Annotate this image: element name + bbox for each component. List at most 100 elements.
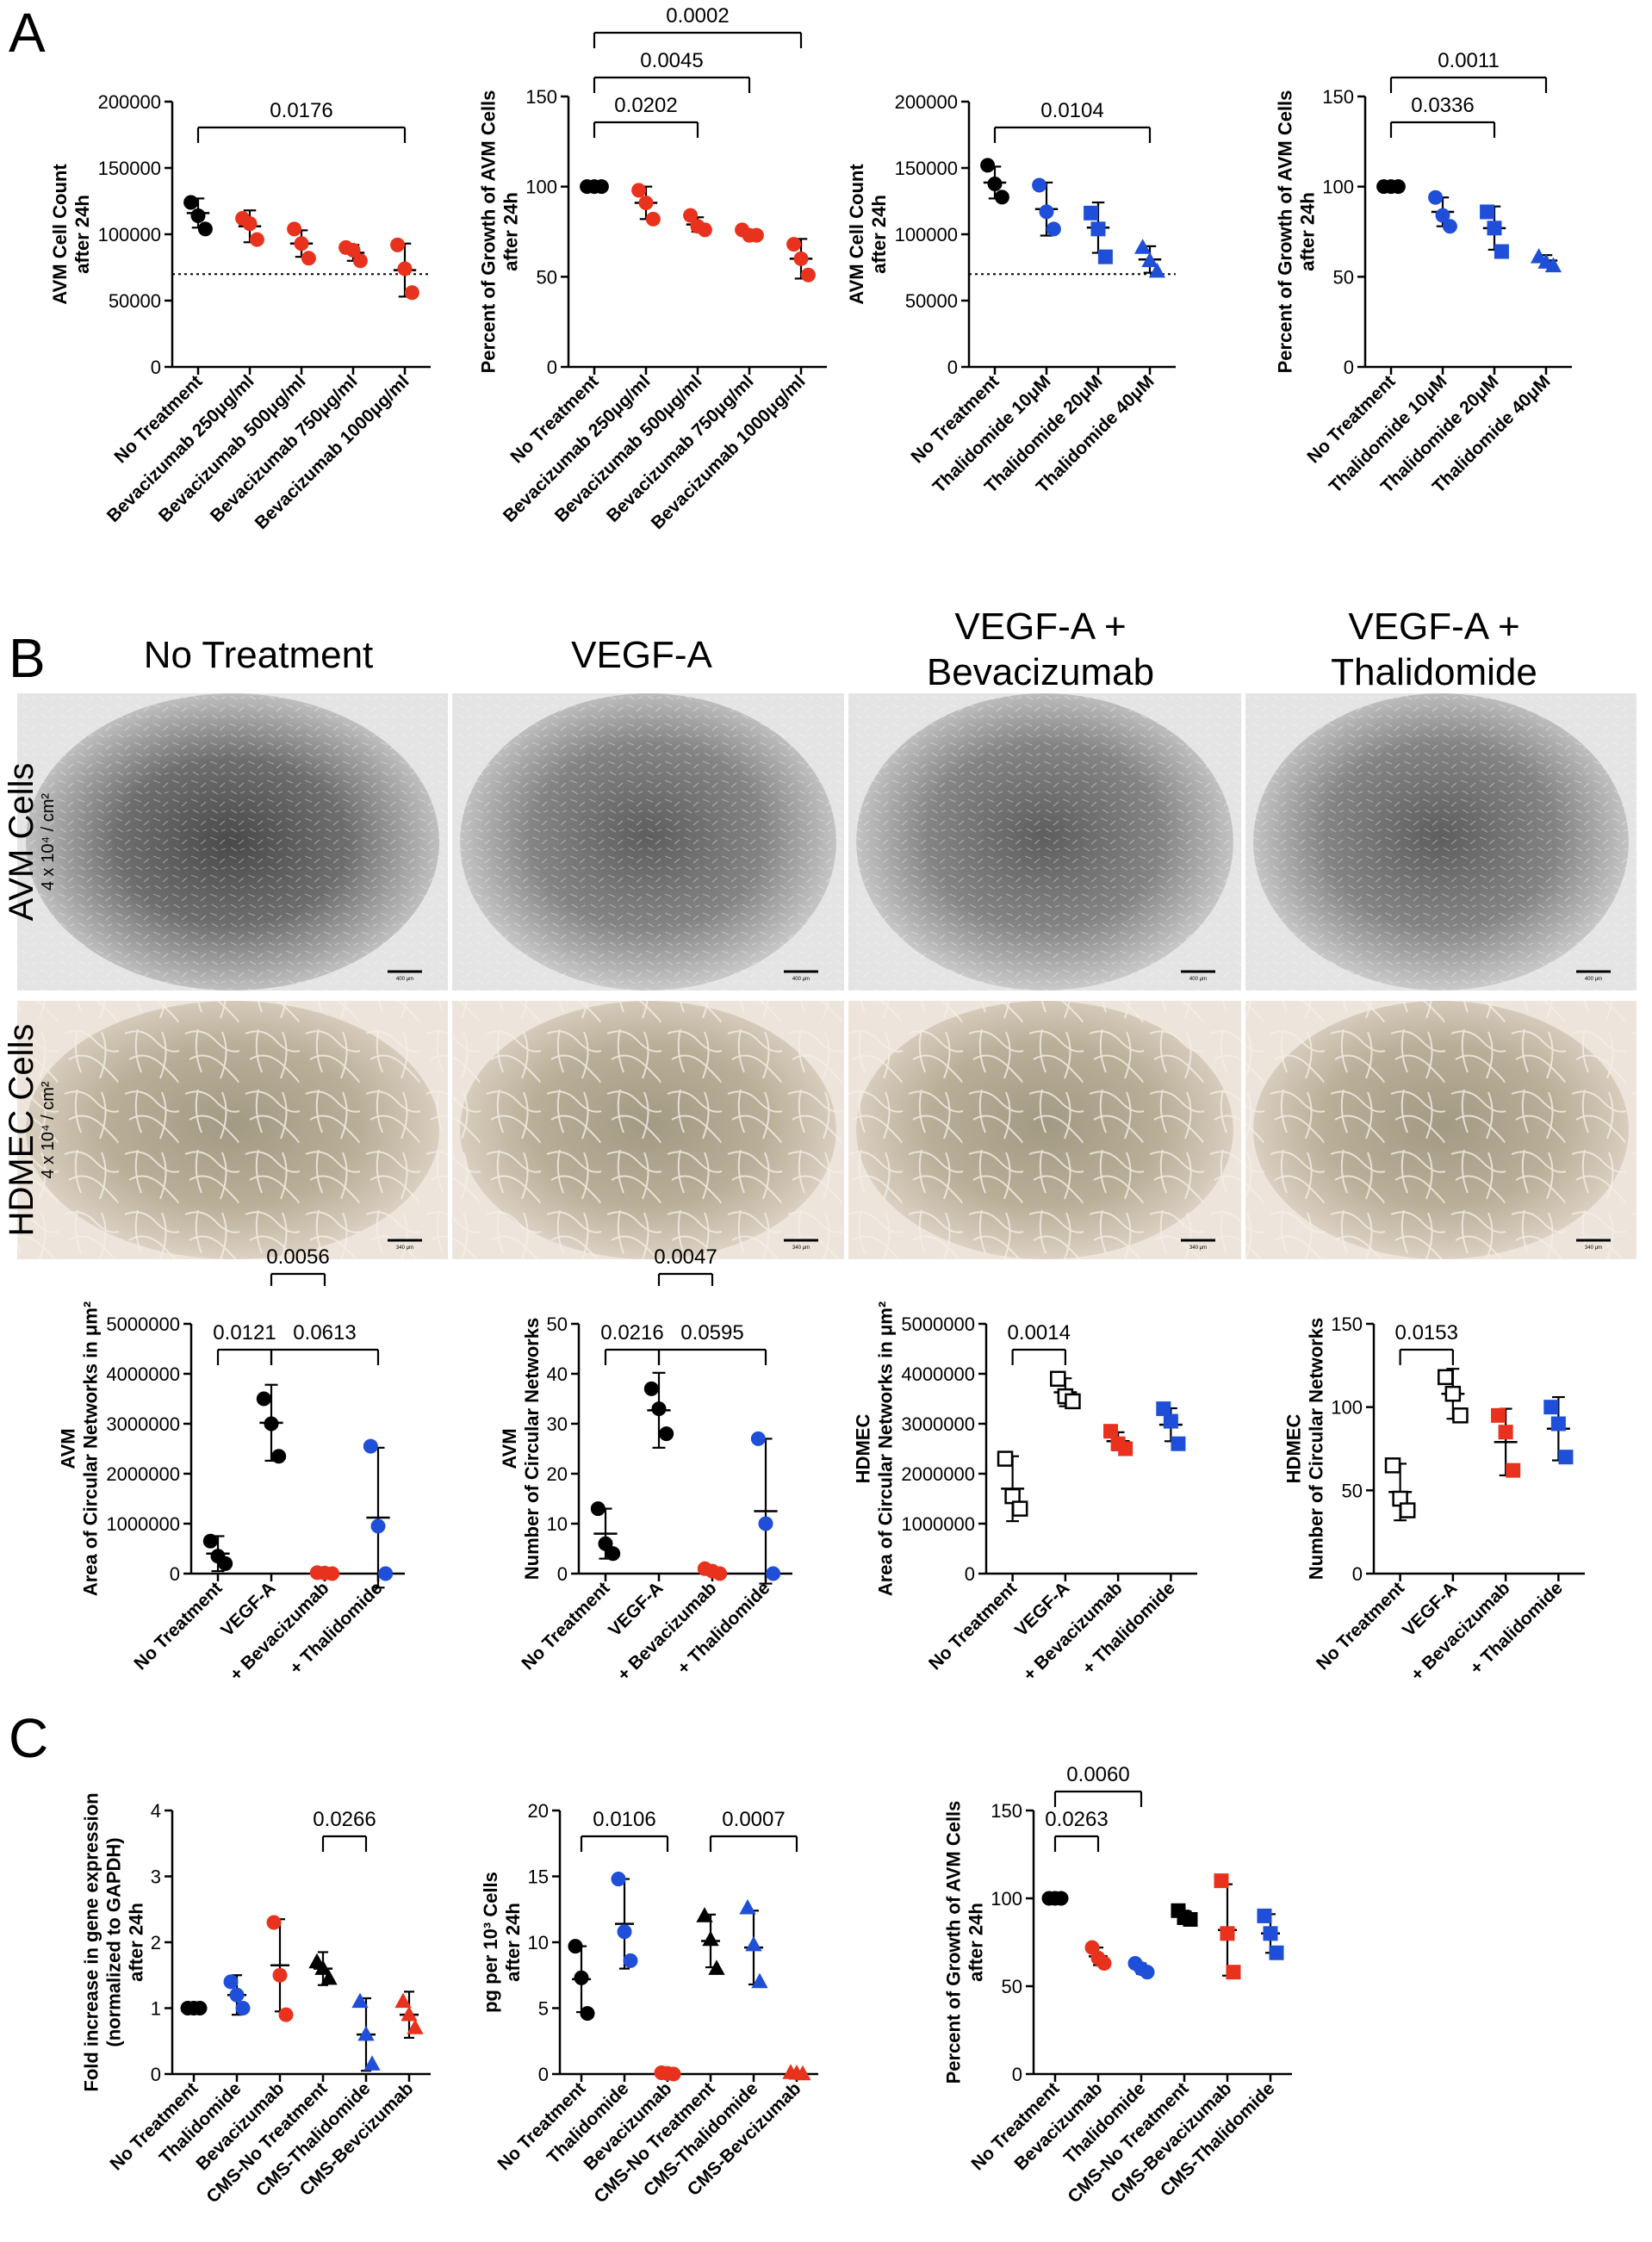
p-value-label: 0.0002: [666, 4, 729, 28]
column-title: Bevacizumab: [927, 651, 1154, 693]
y-axis-label: after 24h: [126, 1903, 147, 1982]
y-axis-label: after 24h: [1297, 192, 1319, 271]
y-tick-label: 0: [1012, 2064, 1022, 2085]
data-point: [800, 267, 816, 283]
y-tick-label: 0: [151, 2064, 161, 2085]
data-point: [1118, 1441, 1133, 1456]
data-point: [631, 183, 647, 198]
y-axis-label: Number of Circular Networks: [1306, 1318, 1327, 1580]
y-tick-label: 50: [1342, 1480, 1363, 1501]
data-point: [1046, 221, 1061, 237]
data-point: [766, 1566, 781, 1581]
y-tick-label: 0: [170, 1563, 180, 1585]
data-point: [1498, 1425, 1513, 1440]
data-point: [1090, 221, 1106, 237]
data-point: [197, 221, 213, 237]
y-tick-label: 50: [547, 1314, 568, 1335]
data-point: [1097, 249, 1113, 264]
data-point: [272, 1967, 288, 1983]
data-point: [1065, 1393, 1081, 1410]
y-tick-label: 15: [528, 1866, 549, 1888]
y-axis-label: Percent of Growth of AVM Cells: [1275, 90, 1296, 374]
y-tick-label: 4000000: [106, 1363, 180, 1385]
data-point: [370, 1518, 386, 1534]
y-tick-label: 3: [151, 1866, 161, 1888]
y-tick-label: 1: [151, 1998, 161, 2020]
data-point: [708, 1959, 725, 1975]
data-point: [314, 1959, 332, 1975]
panel-letter-a: A: [9, 2, 46, 64]
data-point: [256, 1391, 271, 1407]
y-axis-label: Area of Circular Networks in μm²: [80, 1301, 102, 1596]
p-value-label: 0.0060: [1066, 1763, 1129, 1786]
data-point: [1053, 1891, 1069, 1906]
data-point: [645, 211, 661, 227]
data-point: [1444, 1385, 1462, 1402]
micrograph-texture: [17, 1001, 448, 1259]
data-point: [1039, 204, 1054, 220]
y-tick-label: 0: [538, 2064, 549, 2085]
y-tick-label: 0: [557, 1563, 568, 1585]
data-point: [378, 1566, 394, 1581]
x-tick-label: No Treatment: [1313, 1578, 1408, 1674]
data-point: [987, 176, 1003, 191]
data-point: [1141, 252, 1158, 268]
y-axis-label: AVM Cell Count: [49, 164, 71, 305]
y-tick-label: 4000000: [901, 1363, 975, 1385]
data-point: [183, 195, 199, 210]
data-point: [192, 2001, 208, 2015]
data-point: [574, 1970, 589, 1985]
data-point: [1452, 1407, 1469, 1424]
data-point: [751, 1972, 768, 1989]
data-point: [1148, 262, 1166, 278]
y-axis-label: AVM Cell Count: [846, 164, 867, 305]
data-point: [786, 237, 802, 252]
data-point: [1163, 1413, 1178, 1429]
data-point: [1140, 1965, 1155, 1980]
y-axis-label: Percent of Growth of AVM Cells: [478, 90, 500, 374]
data-point: [748, 227, 764, 243]
chart-b3: 0 1000000 2000000 3000000 4000000 5000000 HDME…: [853, 1301, 1197, 1685]
data-point: [345, 242, 361, 258]
y-axis-label: (normalized to GAPDH): [103, 1837, 125, 2046]
chart-a3: 0 50000 100000 150000 200000 AVM Cell Count af…: [846, 91, 1176, 497]
y-tick-label: 150: [1322, 86, 1354, 108]
data-point: [249, 232, 264, 247]
y-tick-label: 0: [151, 357, 161, 378]
row-sublabel: 4 x 10⁴ / cm²: [39, 793, 58, 891]
chart-c1: 0 1 2 3 4 Fold increase in gene expression (no…: [81, 1792, 431, 2207]
y-tick-label: 0: [547, 357, 557, 378]
panel-letter-b: B: [9, 627, 46, 689]
column-title: VEGF-A +: [954, 606, 1126, 648]
x-tick-label: No Treatment: [110, 371, 206, 467]
p-value-label: 0.0106: [593, 1808, 655, 1831]
column-title: Thalidomide: [1331, 651, 1537, 693]
y-tick-label: 50000: [109, 290, 161, 312]
x-tick-label: No Treatment: [518, 1578, 613, 1674]
data-point: [223, 1974, 239, 1990]
data-point: [1438, 1369, 1454, 1386]
data-point: [1494, 244, 1509, 259]
y-tick-label: 0: [1352, 1563, 1363, 1585]
scale-bar-label: 400 μm: [1189, 977, 1207, 982]
y-tick-label: 100: [1322, 177, 1354, 198]
data-point: [1399, 1502, 1416, 1518]
data-point: [264, 1416, 279, 1432]
data-point: [590, 1501, 606, 1517]
y-tick-label: 3000000: [901, 1413, 975, 1435]
data-point: [242, 216, 258, 232]
data-point: [712, 1566, 728, 1581]
data-point: [598, 1536, 613, 1551]
scale-bar-label: 340 μm: [792, 1245, 810, 1251]
data-point: [1156, 1401, 1171, 1417]
p-value-label: 0.0263: [1045, 1808, 1108, 1831]
data-point: [980, 158, 996, 173]
y-axis-label: pg per 10³ Cells: [480, 1872, 501, 2013]
data-point: [1543, 1400, 1559, 1415]
y-tick-label: 100000: [895, 224, 958, 245]
y-axis-label: after 24h: [966, 1903, 987, 1982]
data-point: [1183, 1911, 1198, 1927]
scale-bar-label: 340 μm: [396, 1245, 413, 1251]
scale-bar-label: 340 μm: [1189, 1245, 1207, 1251]
x-tick-label: + Thalidomide: [674, 1578, 774, 1679]
